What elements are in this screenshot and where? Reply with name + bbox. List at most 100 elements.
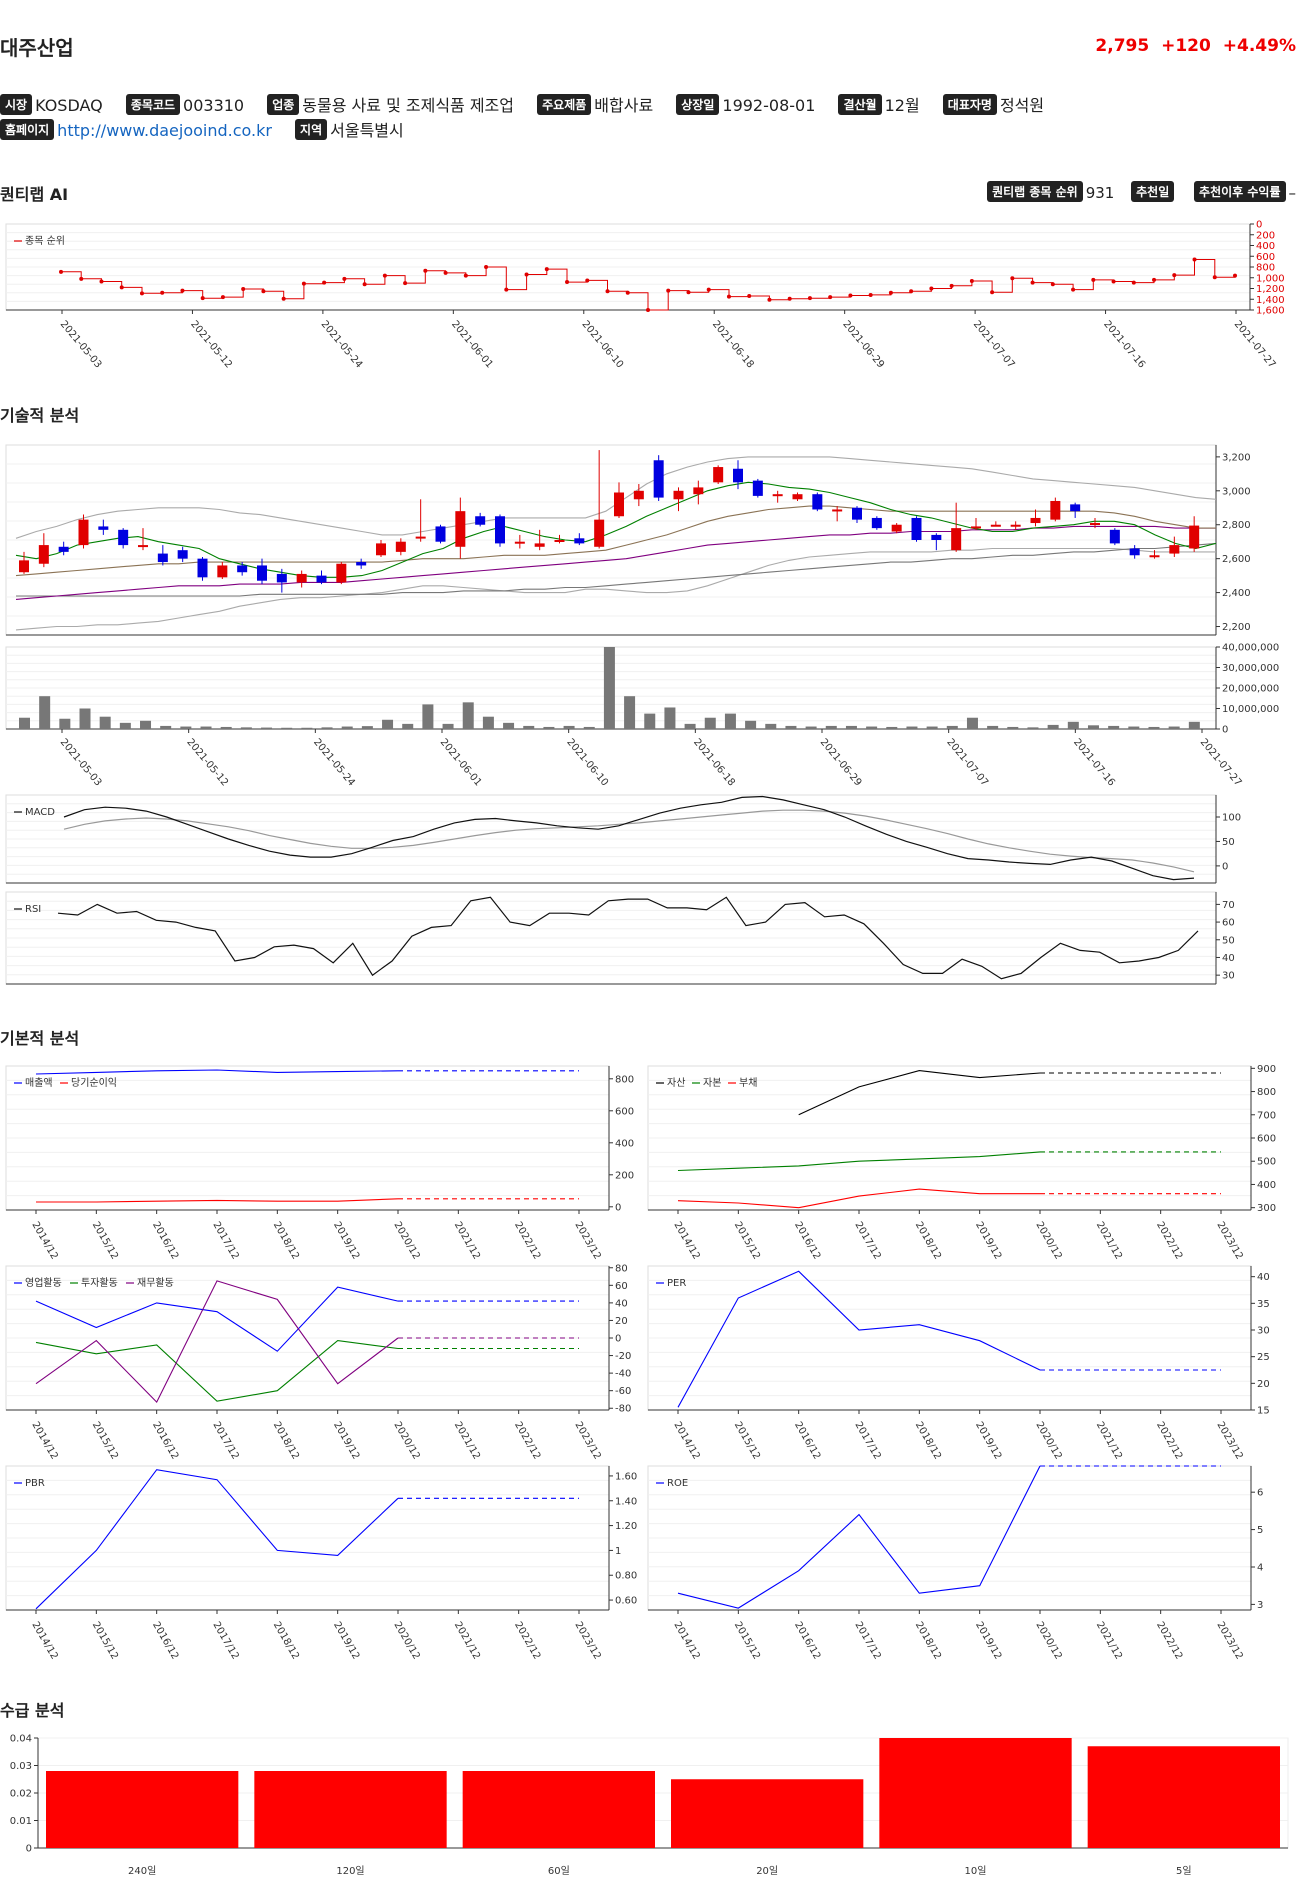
cashflow-ytick-label: 80 (615, 1263, 628, 1274)
volume-xtick-label: 2021-05-12 (184, 737, 230, 789)
rank-point (828, 295, 833, 300)
candle-body (673, 490, 684, 500)
rank-value: 931 (1085, 184, 1115, 202)
rank-point (1050, 282, 1055, 287)
rank-ytick-label: 1,400 (1256, 295, 1285, 306)
candle-body (495, 516, 505, 544)
volume-bar (160, 725, 172, 729)
cashflow-legend-entry: 영업활동 (25, 1276, 62, 1289)
roe-legend-entry: ROE (667, 1478, 688, 1489)
candle-body (58, 546, 69, 552)
volume-bar (1188, 721, 1200, 729)
volume-ytick-label: 0 (1222, 725, 1228, 736)
rank-point (1091, 277, 1096, 282)
volume-bar (765, 723, 777, 729)
volume-bar (39, 696, 51, 729)
rank-xtick-label: 2021-06-29 (840, 319, 886, 371)
volume-bar (341, 726, 353, 729)
volume-ytick-label: 10,000,000 (1222, 704, 1279, 715)
cashflow-ytick-label: -40 (615, 1369, 631, 1380)
balance-legend-entry: 자산 (667, 1077, 685, 1089)
pbr-ytick-label: 1 (615, 1546, 621, 1557)
volume-bar (442, 723, 454, 729)
candle-body (415, 536, 426, 539)
cashflow-legend-entry: 재무활동 (137, 1276, 174, 1289)
rsi-legend-entry: RSI (25, 904, 41, 915)
pbr-xtick-label: 2018/12 (271, 1620, 301, 1661)
per-ytick-label: 30 (1257, 1326, 1270, 1337)
candle-body (455, 511, 466, 547)
supply-bar (462, 1771, 655, 1848)
rank-point (726, 294, 731, 299)
rank-ytick-label: 1,000 (1256, 273, 1285, 284)
cashflow-ytick-label: 0 (615, 1334, 621, 1345)
roe-xtick-label: 2019/12 (973, 1620, 1003, 1661)
homepage-link[interactable]: http://www.daejooind.co.kr (57, 121, 272, 140)
candle-body (1129, 548, 1140, 556)
roe-ytick-label: 5 (1257, 1525, 1263, 1536)
supply-ytick-label: 0.01 (10, 1816, 32, 1827)
cashflow-ytick-label: 20 (615, 1316, 628, 1327)
pbr-xtick-label: 2020/12 (391, 1620, 421, 1661)
supply-ytick-label: 0.03 (10, 1761, 32, 1772)
rsi-ytick-label: 50 (1222, 935, 1235, 946)
pbr-legend-entry: PBR (25, 1478, 45, 1489)
rank-point (79, 276, 84, 281)
per-series-line (677, 1270, 1041, 1408)
per-legend-entry: PER (667, 1278, 686, 1289)
volume-bar (220, 726, 232, 729)
roe-ytick-label: 6 (1257, 1488, 1263, 1499)
revenue-ytick-label: 0 (615, 1202, 621, 1213)
candle-body (316, 575, 327, 583)
rank-point (767, 297, 772, 302)
revenue-xtick-label: 2018/12 (271, 1220, 301, 1261)
supply-section-title: 수급 분석 (0, 1701, 65, 1720)
candle-body (217, 565, 228, 578)
cashflow-xtick-label: 2023/12 (572, 1420, 602, 1461)
price-change: +120 (1161, 36, 1211, 56)
balance-xtick-label: 2020/12 (1033, 1220, 1063, 1261)
rsi-ytick-label: 40 (1222, 953, 1235, 964)
candle-body (276, 573, 287, 583)
rank-point (119, 285, 124, 290)
balance-xtick-label: 2015/12 (732, 1220, 762, 1261)
pbr-xtick-label: 2017/12 (210, 1620, 240, 1661)
candle-body (852, 507, 862, 520)
volume-bar (119, 722, 131, 729)
per-xtick-label: 2023/12 (1214, 1420, 1244, 1461)
supply-xtick-label: 5일 (1176, 1865, 1192, 1877)
rank-point (1030, 280, 1035, 285)
balance-xtick-label: 2023/12 (1214, 1220, 1244, 1261)
rank-point (382, 273, 387, 278)
rank-point (200, 296, 205, 301)
rank-ytick-label: 1,200 (1256, 284, 1285, 295)
candle-body (554, 540, 565, 542)
rank-point (423, 268, 428, 273)
revenue-xtick-label: 2021/12 (452, 1220, 482, 1261)
ai-section-title: 퀀티랩 AI (0, 185, 69, 204)
volume-bar (906, 726, 918, 729)
revenue-xtick-label: 2016/12 (150, 1220, 180, 1261)
fiscal-value: 12월 (884, 96, 920, 115)
volume-bar (79, 708, 91, 729)
volume-bar (1067, 721, 1079, 729)
candle-ytick-label: 2,600 (1222, 554, 1251, 565)
pbr-ytick-label: 1.40 (615, 1496, 637, 1507)
volume-bar (543, 726, 555, 729)
cashflow-ytick-label: -20 (615, 1351, 631, 1362)
revenue-series-line (35, 1069, 399, 1075)
roe-xtick-label: 2022/12 (1154, 1620, 1184, 1661)
balance-ytick-label: 700 (1257, 1110, 1276, 1121)
volume-bar (644, 713, 656, 729)
rank-point (909, 289, 914, 294)
volume-bar (240, 727, 252, 729)
balance-ytick-label: 800 (1257, 1087, 1276, 1098)
pbr-xtick-label: 2014/12 (29, 1620, 59, 1661)
candle-body (733, 468, 743, 483)
volume-xtick-label: 2021-07-07 (944, 737, 990, 789)
candle-ytick-label: 3,200 (1222, 452, 1251, 463)
rank-point (706, 287, 711, 292)
candle-body (157, 553, 168, 563)
volume-bar (926, 726, 938, 729)
roe-xtick-label: 2023/12 (1214, 1620, 1244, 1661)
